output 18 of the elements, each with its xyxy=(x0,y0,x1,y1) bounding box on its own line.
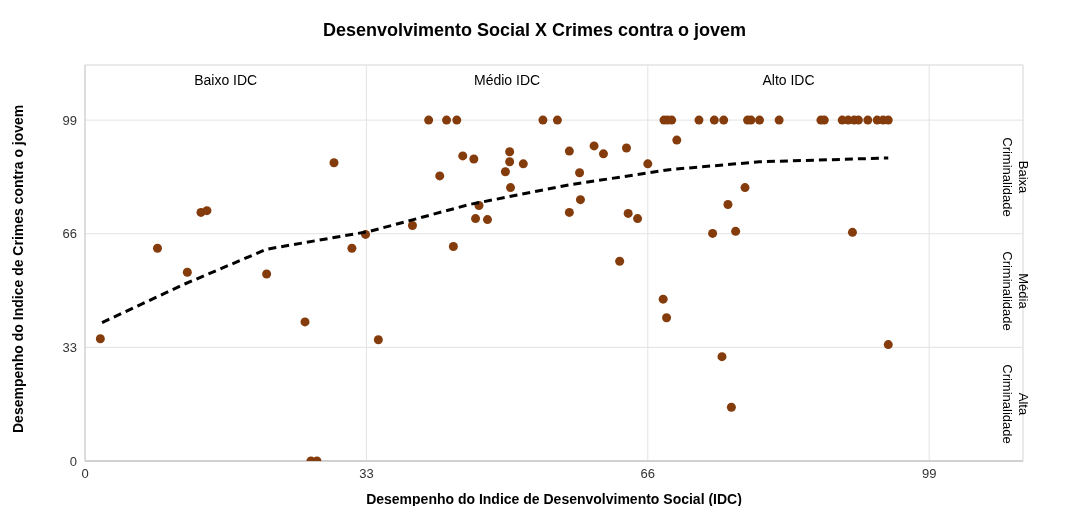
x-tick-label: 66 xyxy=(640,466,656,482)
chart-title: Desenvolvimento Social X Crimes contra o jovem xyxy=(321,20,748,41)
annotation: Médio IDC xyxy=(473,72,542,88)
annotation: Alta Criminalidade xyxy=(999,364,1032,444)
annotation: Média Criminalidade xyxy=(999,250,1032,331)
x-tick-label: 33 xyxy=(359,466,374,482)
y-tick-label: 33 xyxy=(62,339,77,355)
annotation: Alto IDC xyxy=(761,72,816,88)
y-tick-label: 66 xyxy=(62,226,77,242)
annotation: Baixo IDC xyxy=(193,72,259,88)
x-tick-label: 0 xyxy=(81,466,89,482)
y-tick-label: 0 xyxy=(69,453,77,469)
y-tick-label: 99 xyxy=(62,112,77,128)
x-axis-title: Desempenho do Indice de Desenvolvimento Social (IDC) xyxy=(366,491,742,507)
line-series xyxy=(100,156,890,325)
x-tick-label: 99 xyxy=(921,466,937,482)
y-axis-title: Desempenho do Indice de Crimes contra o jovem xyxy=(9,104,26,433)
annotation: Baixa Criminalidade xyxy=(999,137,1032,217)
